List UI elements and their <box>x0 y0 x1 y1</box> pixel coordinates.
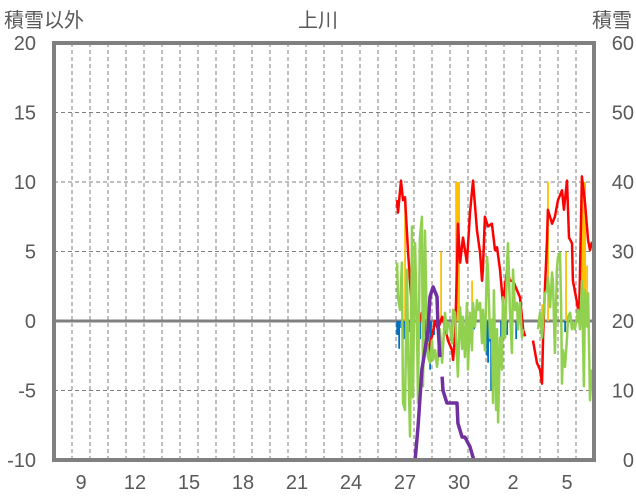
y-tick-label-left: -5 <box>18 381 36 403</box>
bar-negative <box>506 321 509 335</box>
y-tick-label-left: 15 <box>14 103 36 125</box>
y-tick-label-right: 10 <box>612 381 634 403</box>
y-tick-label-left: 20 <box>14 33 36 55</box>
bar-positive <box>581 182 583 321</box>
x-tick-label: 12 <box>124 472 146 494</box>
bar-positive <box>565 251 567 321</box>
x-tick-label: 2 <box>507 472 518 494</box>
bar-negative <box>403 321 405 340</box>
x-tick-label: 18 <box>232 472 254 494</box>
y-tick-label-left: 5 <box>25 242 36 264</box>
chart-title: 上川 <box>298 9 338 32</box>
x-tick-label: 21 <box>286 472 308 494</box>
y-tick-label-left: 0 <box>25 311 36 333</box>
series-line-green <box>395 215 594 438</box>
bar-negative <box>515 321 518 340</box>
x-tick-label: 9 <box>75 472 86 494</box>
bar-positive <box>584 182 586 321</box>
bar-positive <box>404 202 406 321</box>
bar-positive <box>455 182 457 321</box>
x-tick-label: 27 <box>394 472 416 494</box>
x-tick-label: 15 <box>178 472 200 494</box>
y-tick-label-right: 60 <box>612 33 634 55</box>
bar-negative <box>564 321 567 333</box>
bar-negative <box>398 321 401 349</box>
y-axis-left-title: 積雪以外 <box>4 9 84 32</box>
bar-positive <box>440 251 442 321</box>
y-tick-label-right: 0 <box>623 450 634 472</box>
plot-frame <box>52 41 596 462</box>
bar-positive <box>471 280 473 321</box>
x-tick-label: 24 <box>340 472 362 494</box>
y-tick-label-left: 10 <box>14 172 36 194</box>
y-axis-right-title: 積雪 <box>592 9 632 32</box>
y-tick-label-right: 50 <box>612 103 634 125</box>
plot-border <box>52 41 596 462</box>
x-tick-label: 5 <box>561 472 572 494</box>
y-tick-label-left: -10 <box>7 450 36 472</box>
bar-positive <box>583 182 585 321</box>
y-tick-label-right: 30 <box>612 242 634 264</box>
bar-negative <box>397 321 399 335</box>
bar-positive <box>547 182 549 321</box>
lines-layer <box>394 175 594 462</box>
bar-positive <box>541 304 543 321</box>
y-tick-label-right: 20 <box>612 311 634 333</box>
bar-negative <box>487 321 489 363</box>
y-tick-label-right: 40 <box>612 172 634 194</box>
x-tick-label: 30 <box>448 472 470 494</box>
gridlines <box>54 43 594 460</box>
